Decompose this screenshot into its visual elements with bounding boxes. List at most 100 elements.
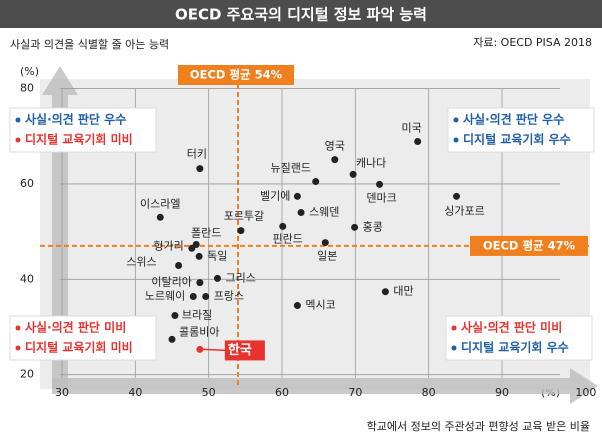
point [189, 292, 197, 300]
point [175, 261, 183, 269]
point-label: 헝가리 [153, 239, 183, 252]
point [349, 170, 357, 178]
point-label: 스웨덴 [309, 206, 339, 219]
y-axis-arrow [42, 66, 78, 389]
point-label: 덴마크 [366, 191, 396, 204]
point [312, 178, 320, 186]
point [351, 223, 359, 231]
point-label: 그리스 [225, 271, 255, 284]
point [331, 156, 339, 164]
point-label: 터키 [187, 148, 207, 161]
bullet [451, 345, 457, 351]
point-label: 콜롬비아 [179, 325, 219, 338]
y-tick-label: 20 [20, 368, 34, 381]
point [279, 222, 287, 230]
quadrant-box [445, 315, 593, 361]
y-unit: (%) [20, 65, 39, 78]
point-label: 노르웨이 [145, 289, 185, 302]
point [168, 335, 176, 343]
y-tick-label: 60 [20, 177, 34, 190]
point-label: 캐나다 [356, 156, 386, 169]
point-label: 이스라엘 [140, 197, 180, 210]
point [213, 274, 221, 282]
bullet [15, 137, 21, 143]
point [453, 192, 461, 200]
y-tick-label: 40 [20, 272, 34, 285]
bullet [453, 137, 459, 143]
point [297, 209, 305, 217]
reference-label: OECD 평균 54% [190, 68, 283, 82]
point-label: 브라질 [182, 309, 212, 322]
source: 자료: OECD PISA 2018 [473, 36, 592, 49]
point [196, 165, 204, 173]
y-tick-label: 80 [20, 82, 34, 95]
bullet [451, 325, 457, 331]
bullet [453, 117, 459, 123]
x-tick-label: 50 [202, 386, 216, 399]
point-label: 이탈리아 [151, 276, 191, 289]
point-label: 스위스 [126, 255, 156, 268]
point-label: 벨기에 [260, 189, 290, 202]
point [171, 312, 179, 320]
point-label: 멕시코 [305, 299, 335, 312]
point [188, 244, 196, 252]
point-label: 홍콩 [363, 219, 383, 233]
point [202, 292, 210, 300]
bullet [15, 325, 21, 331]
x-tick-label: 80 [422, 386, 436, 399]
bullet [15, 345, 21, 351]
reference-label-box [470, 235, 588, 256]
quadrant-box [9, 315, 157, 361]
bullet [15, 117, 21, 123]
point-label-box [224, 340, 265, 361]
point-label: 대만 [393, 285, 413, 298]
title-band [0, 0, 602, 28]
point [321, 239, 329, 247]
reference-label: OECD 평균 47% [483, 238, 576, 252]
reference-label-box [178, 65, 294, 85]
quadrant-note: 사실·의견 판단 미비 [461, 320, 562, 335]
point [196, 345, 204, 353]
quadrant-note: 사실·의견 판단 우수 [463, 112, 564, 127]
point [237, 227, 245, 235]
quadrant-note: 디지털 교육기회 우수 [463, 132, 571, 147]
x-tick-label: 30 [55, 386, 69, 399]
point [381, 288, 389, 296]
point-label: 싱가포르 [444, 204, 484, 217]
x-tick-label: 70 [348, 386, 362, 399]
point-label: 뉴질랜드 [270, 162, 310, 175]
x-tick-label: 100 [575, 386, 596, 399]
point-label: 핀란드 [273, 232, 303, 245]
point [195, 252, 203, 260]
x-tick-label: 90 [495, 386, 509, 399]
chart-title: OECD 주요국의 디지털 정보 파악 능력 [175, 6, 427, 24]
quadrant-note: 사실·의견 판단 우수 [25, 112, 126, 127]
quadrant-box [9, 107, 157, 153]
point-label: 프랑스 [214, 289, 244, 302]
point-label: 일본 [317, 249, 337, 263]
point-label: 미국 [402, 121, 422, 134]
quadrant-note: 디지털 교육기회 미비 [25, 340, 133, 355]
point-label: 영국 [325, 140, 345, 153]
callout-line [202, 348, 226, 352]
quadrant-note: 디지털 교육기회 우수 [461, 340, 569, 355]
point [293, 302, 301, 310]
quadrant-note: 디지털 교육기회 미비 [25, 132, 133, 147]
x-tick-label: 40 [128, 386, 142, 399]
x-axis-label: 학교에서 정보의 주관성과 편향성 교육 받은 비율 [367, 420, 590, 433]
point [376, 180, 384, 188]
quadrant-box [447, 107, 595, 153]
quadrant-note: 사실·의견 판단 미비 [25, 320, 126, 335]
x-axis-arrow [52, 368, 598, 404]
x-tick-label: 60 [275, 386, 289, 399]
point-label: 폴란드 [191, 226, 221, 239]
point [156, 213, 164, 221]
point [293, 192, 301, 200]
point [196, 279, 204, 287]
y-axis-label: 사실과 의견을 식별할 줄 아는 능력 [10, 38, 169, 51]
point-label: 한국 [228, 342, 252, 358]
point-label: 포르투갈 [224, 209, 264, 223]
point [414, 137, 422, 145]
point-label: 독일 [207, 248, 227, 262]
